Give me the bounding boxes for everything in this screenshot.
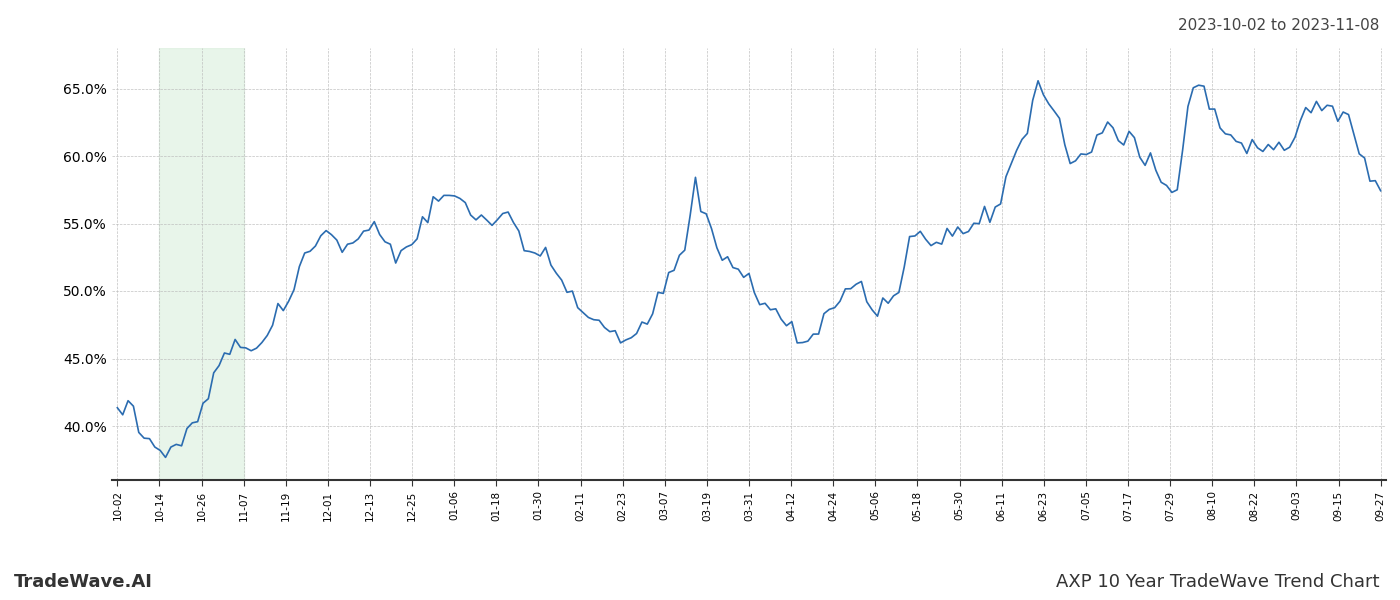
- Text: AXP 10 Year TradeWave Trend Chart: AXP 10 Year TradeWave Trend Chart: [1056, 573, 1379, 591]
- Bar: [160, 48, 244, 480]
- Text: TradeWave.AI: TradeWave.AI: [14, 573, 153, 591]
- Text: 2023-10-02 to 2023-11-08: 2023-10-02 to 2023-11-08: [1177, 18, 1379, 33]
